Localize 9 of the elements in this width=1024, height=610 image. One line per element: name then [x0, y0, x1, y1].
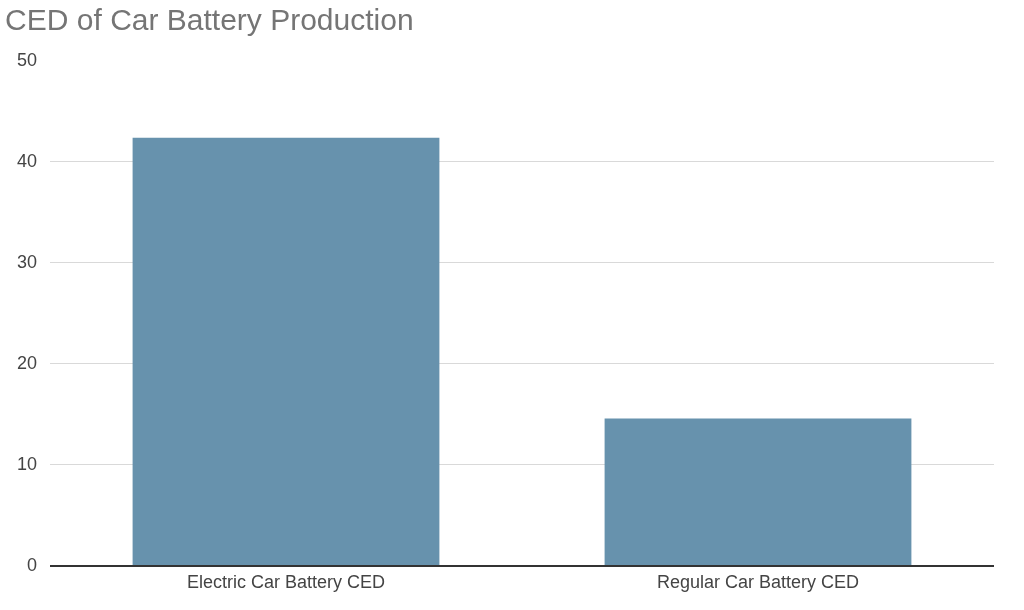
y-tick-label: 30 [16, 252, 37, 273]
y-tick-label: 20 [16, 353, 37, 374]
y-tick-label: 10 [16, 454, 37, 475]
y-tick-label: 0 [26, 555, 37, 576]
y-tick-label: 50 [16, 50, 37, 71]
x-tick-label: Electric Car Battery CED [186, 572, 386, 593]
y-tick-label: 40 [16, 151, 37, 172]
chart-title: CED of Car Battery Production [5, 3, 414, 37]
x-tick-label: Regular Car Battery CED [656, 572, 860, 593]
